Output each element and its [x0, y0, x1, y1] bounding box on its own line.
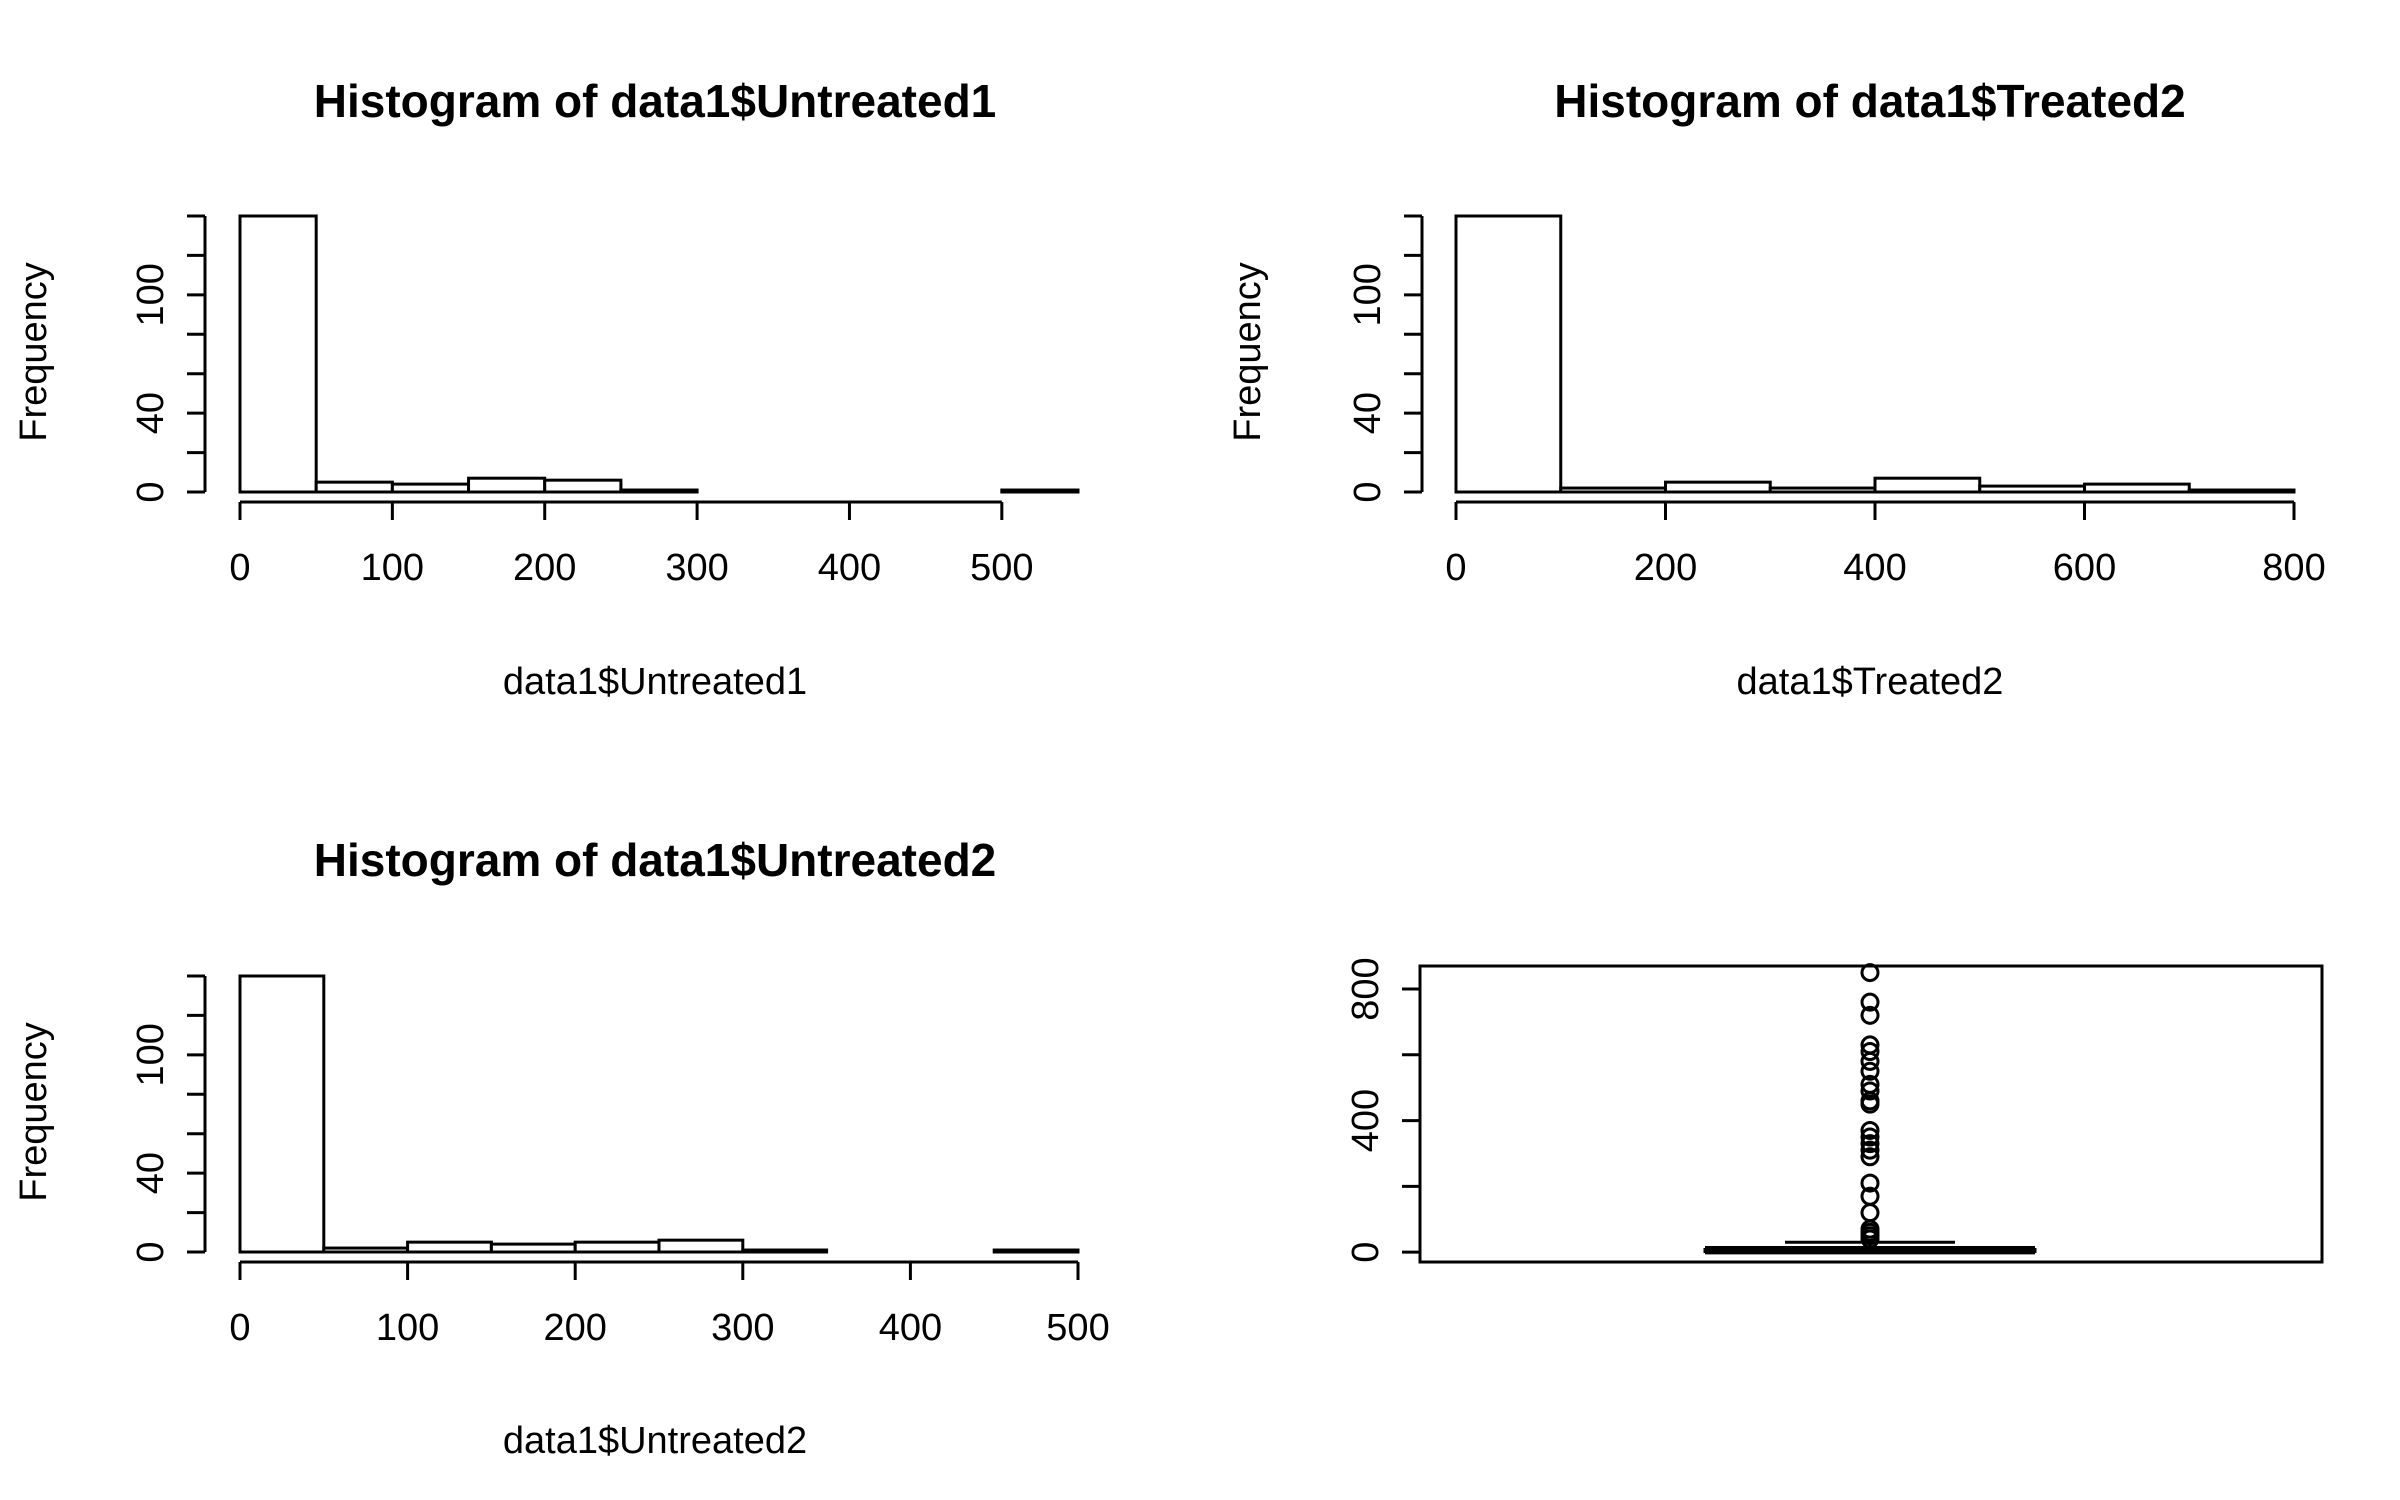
x-tick-label: 800 [2262, 547, 2325, 589]
histogram-bar [314, 480, 394, 494]
histogram-bar [657, 1238, 745, 1254]
x-tick-label: 400 [818, 547, 881, 589]
outlier-point [1860, 1186, 1880, 1206]
y-axis-label: Frequency [1227, 262, 1269, 442]
histogram-bar [238, 214, 318, 494]
x-tick-label: 300 [711, 1307, 774, 1349]
histogram-bar [619, 488, 699, 494]
x-tick-label: 500 [970, 547, 1033, 589]
outlier-point [1860, 1042, 1880, 1062]
histogram-untreated1-panel: Histogram of data1$Untreated1 data1$Untr… [13, 75, 1080, 703]
y-axis-label: Frequency [13, 262, 55, 442]
chart-title: Histogram of data1$Treated2 [1554, 75, 2185, 127]
x-axis: 0 100 200 300 400 500 [229, 1260, 1110, 1349]
histogram-bar [406, 1240, 493, 1254]
outlier-point [1860, 1127, 1880, 1147]
y-tick-label: 100 [1347, 263, 1389, 326]
x-axis: 0 100 200 300 400 500 [229, 500, 1034, 589]
x-tick-label: 100 [376, 1307, 439, 1349]
histogram-bar [489, 1242, 577, 1254]
histogram-bar [1000, 488, 1080, 494]
x-tick-label: 100 [361, 547, 424, 589]
histogram-untreated2-panel: Histogram of data1$Untreated2 data1$Untr… [13, 834, 1110, 1462]
x-tick-label: 200 [1634, 547, 1697, 589]
y-tick-label: 40 [1347, 392, 1389, 434]
boxplot-panel: 0 400 800 [1345, 957, 2324, 1264]
outlier-point [1860, 1061, 1880, 1081]
y-tick-label: 0 [1347, 481, 1389, 502]
histogram-bar [2083, 482, 2191, 494]
histogram-bar [543, 478, 623, 494]
x-tick-label: 200 [513, 547, 576, 589]
histogram-bar [467, 476, 547, 494]
histogram-bar [992, 1248, 1080, 1254]
y-tick-label: 40 [130, 392, 172, 434]
histogram-bar [741, 1248, 829, 1254]
chart-title: Histogram of data1$Untreated2 [314, 834, 997, 886]
bars [238, 974, 1080, 1254]
y-tick-label: 800 [1345, 957, 1387, 1020]
y-axis-label: Frequency [13, 1022, 55, 1202]
x-tick-label: 400 [1843, 547, 1906, 589]
x-tick-label: 600 [2053, 547, 2116, 589]
y-tick-label: 100 [130, 1023, 172, 1086]
outlier-point [1860, 992, 1880, 1012]
y-tick-label: 0 [130, 481, 172, 502]
x-tick-label: 400 [879, 1307, 942, 1349]
y-tick-label: 0 [1345, 1242, 1387, 1263]
histogram-bar [238, 974, 326, 1254]
outlier-point [1860, 1140, 1880, 1160]
histogram-bar [1978, 484, 2086, 494]
y-axis: 0 400 800 [1345, 957, 1420, 1263]
histogram-bar [322, 1246, 410, 1254]
x-tick-label: 300 [665, 547, 728, 589]
y-tick-label: 400 [1345, 1089, 1387, 1152]
x-axis: 0 200 400 600 800 [1445, 500, 2326, 589]
bars [238, 214, 1080, 494]
outlier-point [1860, 1005, 1880, 1025]
histogram-bar [1664, 480, 1772, 494]
outlier-point [1860, 1120, 1880, 1140]
chart-title: Histogram of data1$Untreated1 [314, 75, 997, 127]
x-tick-label: 500 [1046, 1307, 1109, 1349]
histogram-bar [573, 1240, 661, 1254]
boxes [1703, 1240, 2037, 1255]
x-tick-label: 0 [1445, 547, 1466, 589]
y-tick-label: 40 [130, 1152, 172, 1194]
histogram-treated2-panel: Histogram of data1$Treated2 data1$Treate… [1227, 75, 2326, 703]
x-axis-label: data1$Untreated2 [503, 1420, 807, 1462]
y-tick-label: 100 [130, 263, 172, 326]
bars [1454, 214, 2296, 494]
outlier-point [1860, 963, 1880, 983]
outlier-point [1860, 1173, 1880, 1193]
y-axis: 0 40 100 [130, 214, 207, 503]
x-tick-label: 0 [229, 1307, 250, 1349]
histogram-bar [1559, 486, 1667, 494]
histogram-bar [390, 482, 471, 494]
outlier-point [1860, 1081, 1880, 1101]
histogram-bar [1454, 214, 1563, 494]
x-axis-label: data1$Untreated1 [503, 661, 807, 703]
outlier-point [1860, 1134, 1880, 1154]
y-tick-label: 0 [130, 1241, 172, 1262]
y-axis: 0 40 100 [130, 974, 207, 1263]
outlier-point [1860, 1147, 1880, 1167]
x-axis-label: data1$Treated2 [1737, 661, 2004, 703]
x-tick-label: 0 [229, 547, 250, 589]
outlier-point [1860, 1203, 1880, 1223]
histogram-bar [1873, 476, 1982, 494]
x-tick-label: 200 [543, 1307, 606, 1349]
y-axis: 0 40 100 [1347, 214, 1424, 503]
outlier-point [1860, 1074, 1880, 1094]
histogram-bar [1768, 486, 1877, 494]
histogram-bar [2187, 488, 2296, 494]
outlier-point [1860, 1035, 1880, 1055]
outliers [1860, 963, 1880, 1249]
